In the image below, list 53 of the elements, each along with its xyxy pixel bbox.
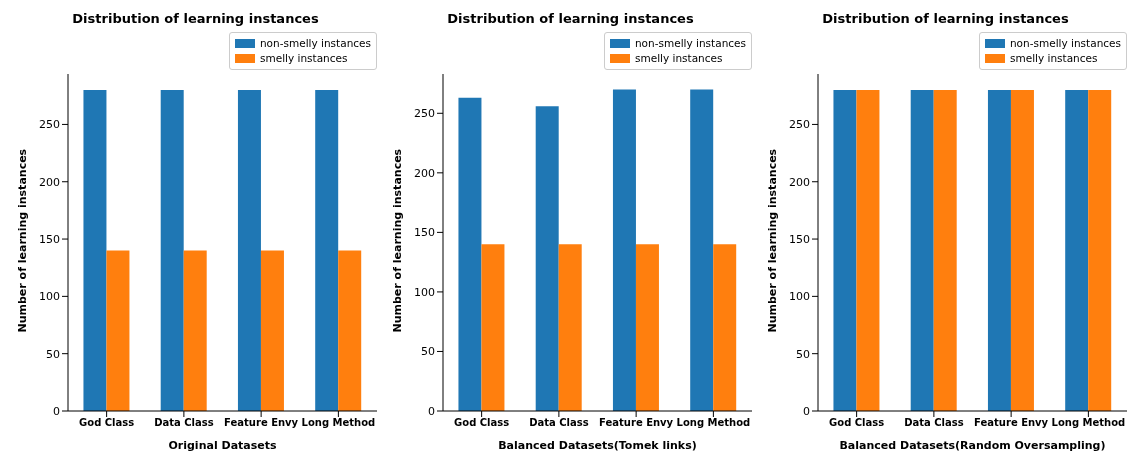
x-tick-label: God Class [79,417,135,429]
y-tick-label: 0 [803,404,810,418]
y-tick-label: 200 [39,175,60,189]
x-tick-label: Data Class [904,417,964,429]
x-axis-title: Original Datasets [168,439,277,452]
y-tick-label: 0 [53,404,60,418]
x-tick-label: Feature Envy [974,417,1049,429]
y-tick-label: 50 [46,347,60,361]
y-tick-label: 50 [421,345,435,359]
legend-label: non-smelly instances [259,36,371,51]
bar [612,89,636,411]
y-tick-label: 250 [39,118,60,132]
y-tick-label: 250 [789,118,810,132]
x-axis-title: Balanced Datasets(Random Oversampling) [839,439,1106,452]
bar [558,244,582,411]
legend-label: non-smelly instances [634,36,746,51]
y-axis-title: Number of learning instances [390,148,404,333]
bar [535,106,559,411]
x-tick-label: Data Class [529,417,589,429]
x-tick-label: God Class [454,417,510,429]
y-tick-label: 150 [39,232,60,246]
bar [713,244,737,411]
x-tick-label: Long Method [301,417,376,429]
bar [481,244,505,411]
legend-label: smelly instances [259,51,348,66]
x-tick-label: Data Class [154,417,214,429]
y-tick-label: 50 [796,347,810,361]
bar [690,89,714,411]
y-tick-label: 250 [414,107,435,121]
x-tick-label: Feature Envy [224,417,299,429]
x-tick-label: Long Method [676,417,751,429]
bar [458,97,482,411]
x-tick-label: God Class [829,417,885,429]
y-axis-title: Number of learning instances [765,148,779,333]
legend-label: smelly instances [1009,51,1098,66]
chart-title: Distribution of learning instances [821,10,1070,28]
legend-label: smelly instances [634,51,723,66]
chart-title: Distribution of learning instances [446,10,695,28]
x-tick-label: Long Method [1051,417,1126,429]
y-tick-label: 100 [39,290,60,304]
y-tick-label: 200 [789,175,810,189]
bar [635,244,659,411]
y-axis-title: Number of learning instances [15,148,29,333]
legend-label: non-smelly instances [1009,36,1121,51]
y-tick-label: 100 [789,290,810,304]
y-tick-label: 100 [414,285,435,299]
y-tick-label: 200 [414,166,435,180]
x-tick-label: Feature Envy [599,417,674,429]
y-tick-label: 150 [414,226,435,240]
x-axis-title: Balanced Datasets(Tomek links) [498,439,697,452]
chart-title: Distribution of learning instances [71,10,320,28]
y-tick-label: 150 [789,232,810,246]
y-tick-label: 0 [428,404,435,418]
